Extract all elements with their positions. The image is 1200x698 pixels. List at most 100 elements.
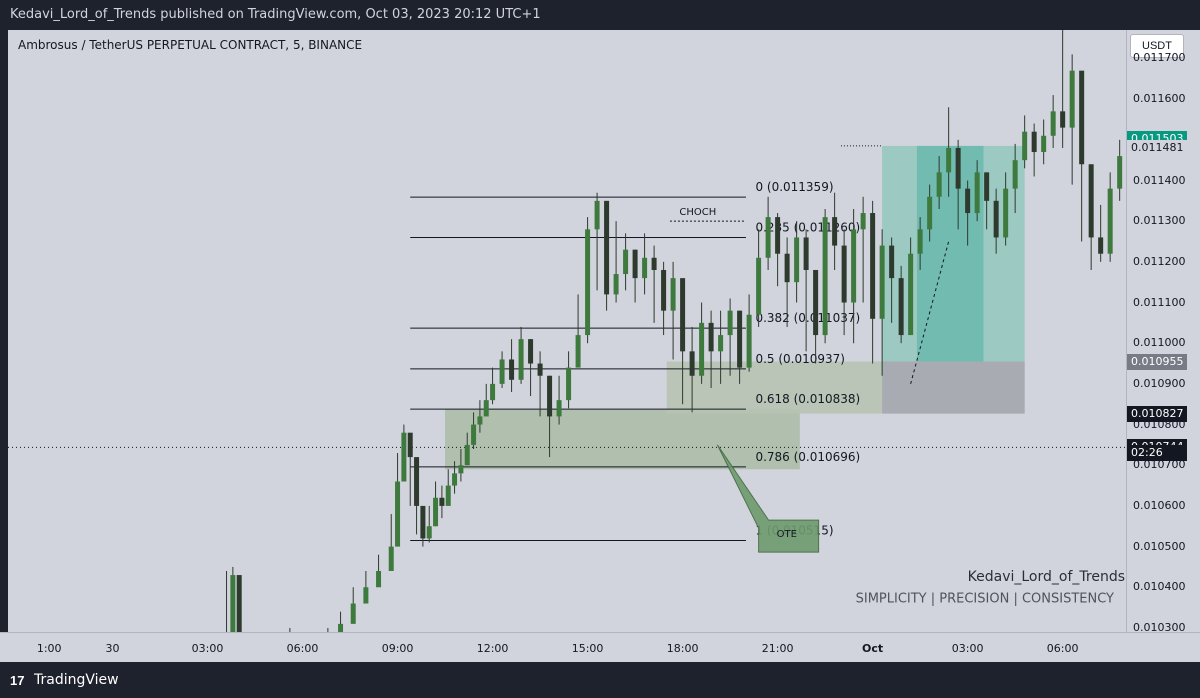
candle-body xyxy=(841,245,847,303)
price-tick-label: 0.011600 xyxy=(1133,92,1186,106)
candle-body xyxy=(363,587,369,604)
time-tick-label: 06:00 xyxy=(1046,642,1079,655)
fib-level-label: 0.786 (0.010696) xyxy=(755,450,860,464)
candle-body xyxy=(376,570,382,588)
candle-body xyxy=(1060,111,1066,128)
fib-level-label: 0 (0.011359) xyxy=(755,180,833,194)
watermark-author: Kedavi_Lord_of_Trends xyxy=(968,569,1125,585)
candle-body xyxy=(803,237,809,270)
header-bar: Kedavi_Lord_of_Trends published on Tradi… xyxy=(0,0,1200,30)
candle-body xyxy=(718,335,724,352)
price-tick-label: 0.010600 xyxy=(1133,498,1186,512)
time-tick-label: Oct xyxy=(862,642,884,655)
candle-body xyxy=(879,245,885,319)
time-tick-label: 30 xyxy=(105,642,120,655)
candle-body xyxy=(889,245,895,279)
time-tick-label: 09:00 xyxy=(381,642,414,655)
candle-body xyxy=(604,200,610,295)
price-tick-label: 0.011300 xyxy=(1133,214,1186,228)
price-axis[interactable] xyxy=(1126,30,1200,632)
time-tick-label: 03:00 xyxy=(951,642,984,655)
candle-body xyxy=(822,217,828,336)
candle-body xyxy=(433,497,439,527)
candle-body xyxy=(661,269,667,311)
price-tick-label: 0.011700 xyxy=(1133,51,1186,65)
candle-body xyxy=(680,278,686,352)
time-tick-label: 1:00 xyxy=(36,642,62,655)
candle-body xyxy=(927,196,933,230)
published-info: Kedavi_Lord_of_Trends published on Tradi… xyxy=(10,7,541,22)
candle-body xyxy=(955,147,961,189)
candle-body xyxy=(230,575,236,632)
price-chart[interactable]: 0 (0.011359)0.235 (0.011260)0.382 (0.011… xyxy=(8,30,1126,632)
footer-bar: 17 TradingView xyxy=(0,662,1200,698)
candle-body xyxy=(471,424,477,445)
candle-body xyxy=(556,400,562,417)
time-tick-label: 18:00 xyxy=(666,642,699,655)
candle-body xyxy=(477,416,483,425)
time-tick-label: 12:00 xyxy=(476,642,509,655)
candle-body xyxy=(870,213,876,319)
candle-body xyxy=(445,485,451,506)
tradingview-logo-icon: 17 xyxy=(10,673,25,688)
candle-body xyxy=(651,257,657,270)
candle-body xyxy=(585,229,591,336)
price-tick-label: 0.011400 xyxy=(1133,173,1186,187)
candle-body xyxy=(458,465,464,474)
time-tick-label: 03:00 xyxy=(191,642,224,655)
candle-body xyxy=(388,546,394,571)
candle-body xyxy=(1079,70,1085,165)
price-tick-label: 0.011200 xyxy=(1133,254,1186,268)
price-label: 0.010827 xyxy=(1127,405,1187,422)
candle-body xyxy=(452,473,458,486)
choch-label: CHOCH xyxy=(679,207,716,218)
fib-level-label: 0.618 (0.010838) xyxy=(755,392,860,406)
candle-body xyxy=(917,229,923,254)
tradingview-brand[interactable]: TradingView xyxy=(34,672,119,688)
price-tick-label: 0.010500 xyxy=(1133,539,1186,553)
candle-body xyxy=(898,278,904,336)
time-axis[interactable] xyxy=(0,632,1200,662)
candle-body xyxy=(1098,237,1104,254)
candle-body xyxy=(613,274,619,295)
candle-body xyxy=(946,147,952,173)
fib-level-label: 0.5 (0.010937) xyxy=(755,352,845,366)
candle-body xyxy=(860,213,866,230)
candle-body xyxy=(350,603,356,624)
symbol-title: Ambrosus / TetherUS PERPETUAL CONTRACT, … xyxy=(18,38,363,52)
candle-body xyxy=(426,526,432,539)
candle-body xyxy=(575,335,581,368)
candle-body xyxy=(632,249,638,279)
candle-body xyxy=(727,310,733,336)
candle-body xyxy=(984,172,990,201)
chart-pane[interactable]: Ambrosus / TetherUS PERPETUAL CONTRACT, … xyxy=(8,30,1126,632)
candle-body xyxy=(395,481,401,547)
projection-line xyxy=(910,241,950,385)
candle-body xyxy=(483,400,489,417)
candle-body xyxy=(784,253,790,283)
currency-button[interactable]: USDT xyxy=(1130,34,1184,58)
candle-body xyxy=(407,432,413,458)
price-label: 0.011481 xyxy=(1127,139,1187,156)
candle-body xyxy=(746,314,752,368)
candle-body xyxy=(689,351,695,376)
price-tick-label: 0.010300 xyxy=(1133,620,1186,634)
candle-body xyxy=(1012,160,1018,189)
candle-body xyxy=(993,200,999,238)
candle-body xyxy=(594,200,600,230)
candle-body xyxy=(775,217,781,254)
candle-body xyxy=(547,375,553,417)
candle-body xyxy=(1003,188,1009,238)
price-label: 0.010955 xyxy=(1127,353,1187,370)
candle-body xyxy=(974,172,980,214)
watermark-tagline: SIMPLICITY | PRECISION | CONSISTENCY xyxy=(856,592,1114,607)
candle-body xyxy=(528,339,534,364)
candle-body xyxy=(851,229,857,303)
candle-body xyxy=(439,497,445,506)
candle-body xyxy=(566,367,572,401)
fib-level-label: 0.382 (0.011037) xyxy=(755,311,860,325)
candle-body xyxy=(1069,70,1075,128)
candle-body xyxy=(1117,156,1123,189)
candle-body xyxy=(813,269,819,336)
ote-zone xyxy=(445,409,800,470)
